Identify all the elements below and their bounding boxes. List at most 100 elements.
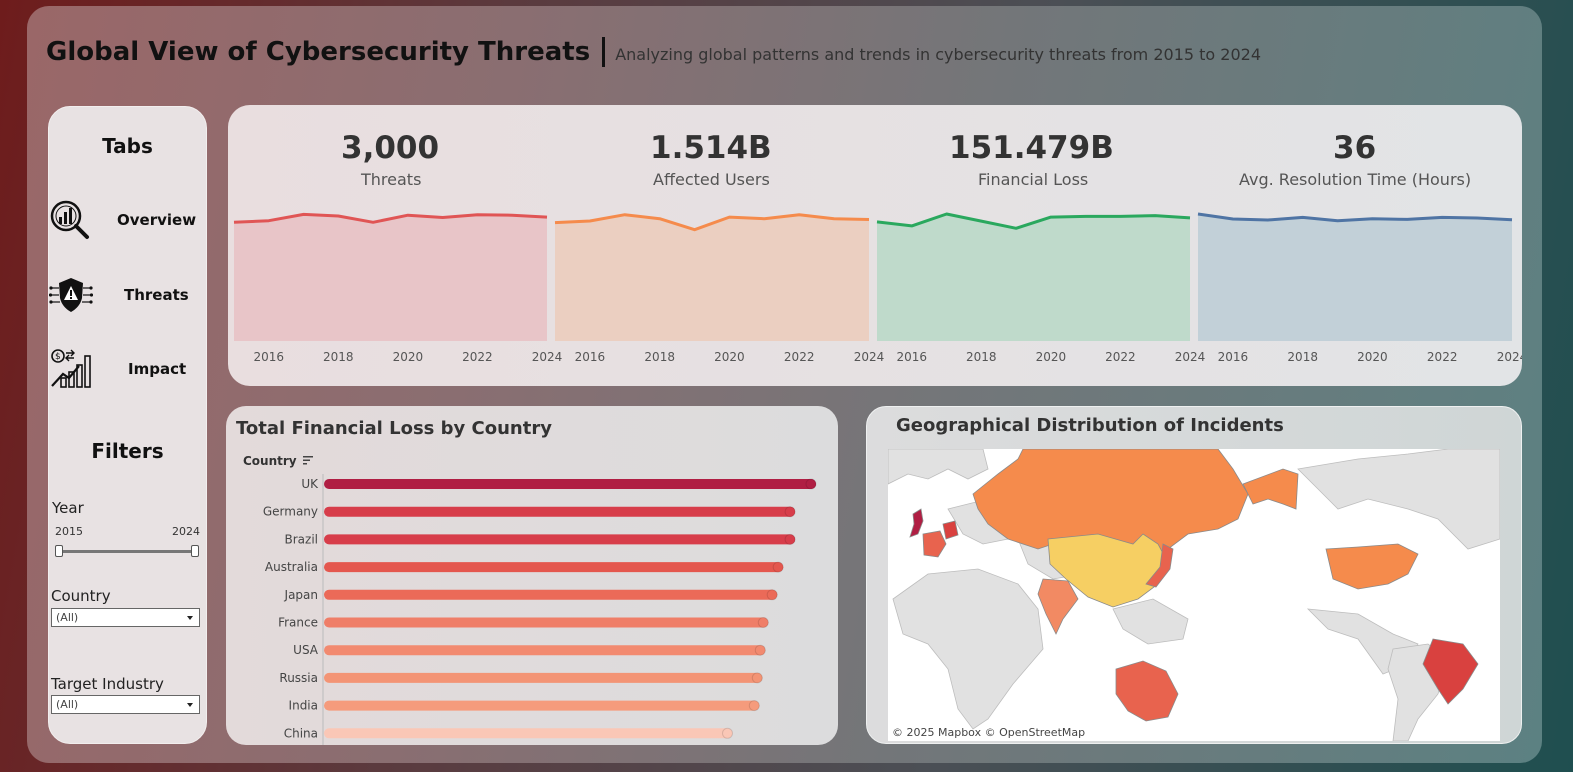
sparkline-tick-label: 2022 xyxy=(784,350,815,364)
sparkline-line-2 xyxy=(876,212,1191,230)
bar-chart: UK Germany Brazil Australia Japan France USA Ru… xyxy=(263,474,817,745)
canada-region xyxy=(1297,449,1500,550)
chevron-down-icon xyxy=(187,616,193,620)
bar-france[interactable] xyxy=(324,617,769,628)
bar-category-label: Russia xyxy=(279,671,318,685)
bar-russia[interactable] xyxy=(324,672,763,683)
bar-cap xyxy=(772,561,784,573)
kpi-users-value: 1.514B xyxy=(650,130,772,166)
sparkline-tick-label: 2016 xyxy=(575,350,606,364)
france-region xyxy=(922,530,947,558)
sparkline-tick-label: 2024 xyxy=(854,350,885,364)
tab-overview[interactable]: Overview xyxy=(49,195,206,243)
sparkline-tick-label: 2018 xyxy=(644,350,675,364)
bar-brazil[interactable] xyxy=(324,534,796,545)
sparkline-area-3 xyxy=(1198,214,1512,341)
country-column-header[interactable]: Country xyxy=(243,454,313,468)
tab-impact-label: Impact xyxy=(128,360,187,378)
kpi-loss-label: Financial Loss xyxy=(978,170,1089,189)
year-slider-min-handle[interactable] xyxy=(55,545,63,557)
sparkline-tick-label: 2016 xyxy=(254,350,285,364)
sparkline-tick-label: 2020 xyxy=(714,350,745,364)
kpi-resolution-value: 36 xyxy=(1333,130,1377,166)
india-region xyxy=(1037,578,1079,635)
bar-germany[interactable] xyxy=(324,506,796,517)
year-slider-max-handle[interactable] xyxy=(191,545,199,557)
kpi-loss-value: 151.479B xyxy=(949,130,1114,166)
year-slider-track[interactable] xyxy=(59,550,195,553)
incident-map[interactable]: © 2025 Mapbox © OpenStreetMap xyxy=(888,449,1500,741)
bar-chart-title: Total Financial Loss by Country xyxy=(236,418,552,439)
sort-icon[interactable] xyxy=(302,456,313,465)
bar-cap xyxy=(757,617,769,628)
header: Global View of Cybersecurity Threats Ana… xyxy=(46,30,1261,74)
sparkline-tick-label: 2020 xyxy=(393,350,424,364)
bar-cap xyxy=(766,589,778,601)
world-map[interactable] xyxy=(888,449,1500,741)
bar-china[interactable] xyxy=(324,728,733,739)
sparkline-tick-label: 2018 xyxy=(966,350,997,364)
country-filter-select[interactable]: (All) xyxy=(51,608,200,627)
bar-usa[interactable] xyxy=(324,645,766,656)
kpi-threats-value: 3,000 xyxy=(341,130,440,166)
bar-cap xyxy=(784,533,796,545)
tab-impact[interactable]: $ Impact xyxy=(49,344,206,392)
country-filter-value: (All) xyxy=(56,611,79,624)
sparkline-line-0 xyxy=(233,212,548,224)
year-max-label: 2024 xyxy=(172,525,200,538)
bar-japan[interactable] xyxy=(324,589,778,600)
sparkline-tick-label: 2024 xyxy=(1175,350,1206,364)
tab-threats[interactable]: Threats xyxy=(49,270,206,318)
sparkline-tick-label: 2018 xyxy=(323,350,354,364)
bar-category-label: Brazil xyxy=(285,532,319,546)
industry-filter-select[interactable]: (All) xyxy=(51,695,200,714)
sparkline-tick-label: 2016 xyxy=(1218,350,1249,364)
bar-cap xyxy=(805,478,817,490)
page-title: Global View of Cybersecurity Threats xyxy=(46,37,591,67)
map-panel: Geographical Distribution of Incidents xyxy=(866,406,1522,744)
sparkline-tick-label: 2020 xyxy=(1357,350,1388,364)
bar-category-label: Japan xyxy=(284,588,318,602)
arctic-region xyxy=(888,449,989,485)
russia-region xyxy=(972,449,1249,560)
sparkline-area-0 xyxy=(234,214,547,341)
title-separator xyxy=(602,37,606,67)
sparkline-line-3 xyxy=(1197,212,1513,223)
kpi-sparklines: 2016 2018 2020 2022 2024 2016 2018 2020 2022 2024… xyxy=(233,212,1522,364)
germany-region xyxy=(942,520,959,540)
kpi-panel: 3,000 Threats 1.514B Affected Users 151.… xyxy=(228,105,1522,386)
brazil-region xyxy=(1422,638,1479,705)
map-attribution: © 2025 Mapbox © OpenStreetMap xyxy=(892,726,1086,739)
financial-loss-panel: Total Financial Loss by Country Country … xyxy=(226,406,838,745)
africa-region xyxy=(892,568,1044,730)
tab-overview-label: Overview xyxy=(117,211,197,229)
sparkline-tick-label: 2016 xyxy=(897,350,928,364)
bar-category-label: Germany xyxy=(263,505,318,519)
bar-category-label: UK xyxy=(301,477,319,491)
bar-cap xyxy=(751,672,763,684)
bar-australia[interactable] xyxy=(324,562,784,573)
kpi-threats-label: Threats xyxy=(361,170,422,189)
sparkline-tick-label: 2022 xyxy=(1105,350,1136,364)
bar-cap xyxy=(722,727,733,739)
sparkline-tick-label: 2022 xyxy=(1427,350,1458,364)
uk-region xyxy=(909,508,924,538)
kpi-users-label: Affected Users xyxy=(653,170,770,189)
sparkline-area-2 xyxy=(877,214,1190,341)
growth-chart-icon: $ xyxy=(51,349,91,388)
sparkline-line-1 xyxy=(554,213,870,232)
australia-region xyxy=(1115,660,1179,722)
japan-region xyxy=(1145,543,1174,588)
shield-alert-icon xyxy=(49,278,93,312)
bar-cap xyxy=(784,506,796,518)
bar-cap xyxy=(748,700,760,712)
sidebar: Tabs Overview Threats $ Impact xyxy=(48,106,207,744)
bar-uk[interactable] xyxy=(324,479,816,489)
map-title: Geographical Distribution of Incidents xyxy=(896,415,1284,436)
bar-india[interactable] xyxy=(324,700,760,711)
bar-cap xyxy=(754,644,766,656)
magnifier-chart-icon xyxy=(50,200,89,239)
tab-threats-label: Threats xyxy=(124,286,189,304)
sparkline-tick-label: 2020 xyxy=(1036,350,1067,364)
chevron-down-icon xyxy=(187,703,193,707)
